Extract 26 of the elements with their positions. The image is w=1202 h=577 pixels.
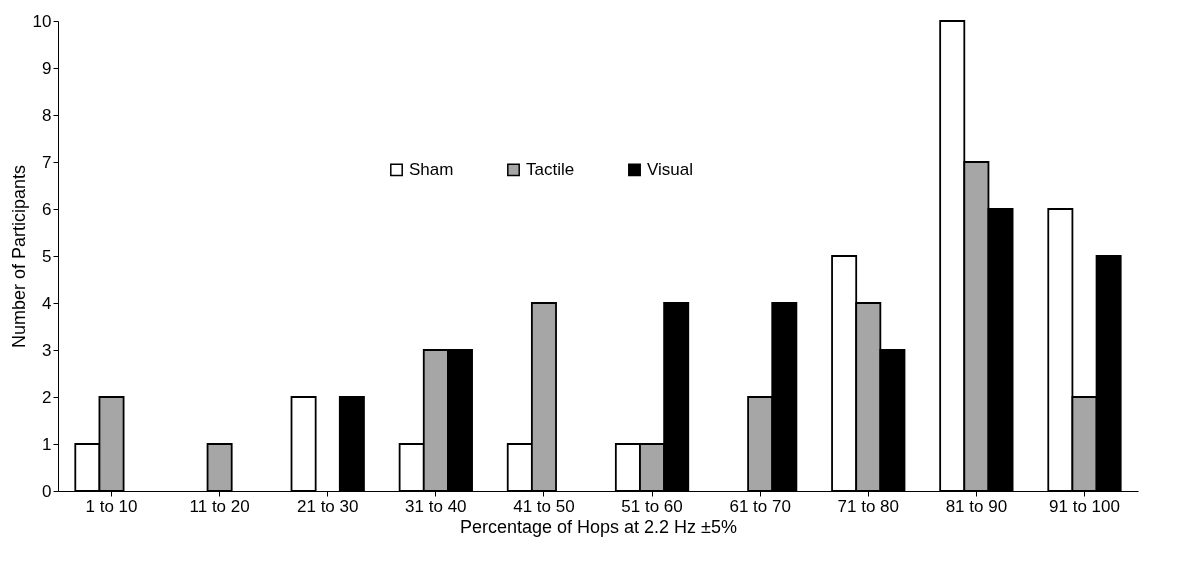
x-tick-label: 21 to 30: [297, 496, 359, 516]
x-tick-label: 61 to 70: [729, 496, 791, 516]
y-tick-label: 4: [42, 293, 52, 313]
x-tick-label: 51 to 60: [621, 496, 683, 516]
x-tick-label: 91 to 100: [1049, 496, 1120, 516]
y-tick-label: 6: [42, 199, 52, 219]
x-tick-label: 1 to 10: [85, 496, 138, 516]
x-tick-label: 11 to 20: [189, 496, 250, 516]
y-tick-label: 10: [32, 11, 52, 31]
x-tick-label: 81 to 90: [945, 496, 1008, 516]
y-tick-label: 5: [42, 246, 52, 266]
y-tick-label: 3: [42, 340, 52, 360]
y-tick-label: 8: [42, 105, 52, 125]
x-axis-title: Percentage of Hops at 2.2 Hz ±5%: [459, 516, 738, 537]
y-tick-label: 0: [42, 481, 52, 501]
y-tick-label: 9: [42, 58, 52, 78]
legend-label: Sham: [409, 159, 454, 179]
legend-label: Visual: [647, 159, 693, 179]
y-tick-label: 7: [42, 152, 52, 172]
x-tick-label: 41 to 50: [513, 496, 575, 516]
y-tick-label: 1: [42, 434, 52, 454]
x-tick-label: 31 to 40: [405, 496, 467, 516]
x-tick-label: 71 to 80: [837, 496, 899, 516]
legend-label: Tactile: [526, 159, 575, 179]
y-tick-label: 2: [42, 387, 52, 407]
y-axis-title: Number of Participants: [8, 164, 29, 349]
